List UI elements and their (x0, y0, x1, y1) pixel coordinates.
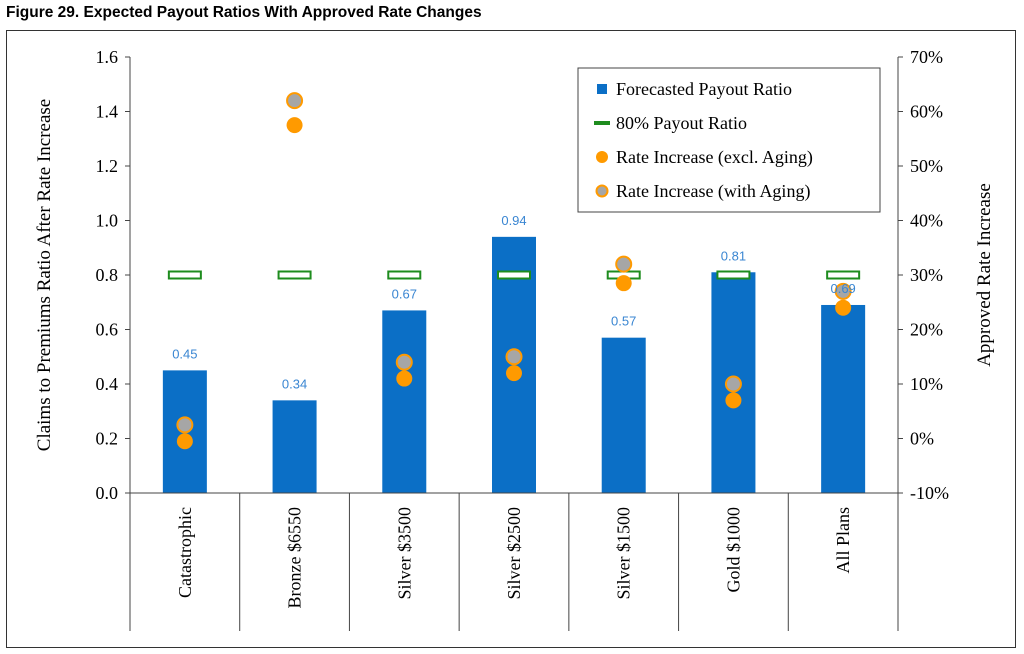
rate-with-dot (834, 282, 852, 300)
x-tick-label: Silver $2500 (504, 507, 524, 600)
target-marker (387, 270, 422, 280)
rate-with-dot (395, 353, 413, 371)
figure-title: Figure 29. Expected Payout Ratios With A… (6, 4, 482, 21)
chart-frame (6, 30, 1016, 648)
legend-target-swatch (594, 121, 610, 125)
left-tick-label: 0.8 (96, 265, 119, 285)
right-tick-label: -10% (910, 483, 949, 503)
left-tick-label: 1.6 (96, 47, 119, 67)
rate-with-dot (176, 416, 194, 434)
left-tick-label: 1.0 (96, 211, 119, 231)
right-tick-label: 40% (910, 211, 943, 231)
rate-with-dot (615, 255, 633, 273)
right-tick-label: 60% (910, 102, 943, 122)
bar-value-label: 0.69 (830, 281, 855, 296)
legend-box (577, 67, 881, 213)
rate-excl-dot (506, 365, 522, 382)
bar-value-label: 0.81 (721, 248, 746, 263)
right-tick-label: 0% (910, 429, 934, 449)
legend-entry-label: Rate Increase (with Aging) (616, 181, 810, 202)
target-marker (277, 270, 312, 280)
legend-entry-label: 80% Payout Ratio (616, 113, 747, 133)
target-marker (716, 270, 751, 280)
target-marker (167, 270, 202, 280)
legend-entry-label: Forecasted Payout Ratio (616, 79, 792, 99)
y2-axis-title: Approved Rate Increase (974, 183, 995, 367)
bar-value-label: 0.94 (501, 213, 526, 228)
left-tick-label: 1.2 (96, 156, 119, 176)
rate-excl-dot (615, 275, 632, 292)
left-tick-label: 0.6 (96, 320, 119, 340)
right-tick-label: 30% (910, 265, 943, 285)
bar-value-label: 0.45 (172, 346, 197, 361)
payout-bar (382, 310, 427, 493)
bar-value-label: 0.57 (611, 314, 636, 329)
right-tick-label: 50% (910, 156, 943, 176)
left-tick-label: 0.0 (96, 483, 119, 503)
x-tick-label: Gold $1000 (723, 507, 743, 593)
left-tick-label: 0.2 (96, 429, 119, 449)
y-axis-title: Claims to Premiums Ratio After Rate Incr… (34, 99, 55, 451)
x-tick-label: Bronze $6550 (285, 507, 305, 608)
x-tick-label: Catastrophic (175, 507, 195, 598)
rate-excl-dot (176, 433, 193, 450)
target-marker (497, 270, 531, 280)
right-tick-label: 70% (910, 47, 943, 67)
x-tick-label: Silver $3500 (394, 507, 414, 600)
rate-excl-dot (725, 392, 742, 409)
legend-rate-with-swatch (595, 184, 609, 198)
right-tick-label: 10% (910, 374, 943, 394)
bar-value-label: 0.34 (282, 376, 307, 391)
rate-excl-dot (396, 370, 413, 387)
rate-with-dot (505, 348, 523, 366)
x-tick-label: Silver $1500 (614, 507, 634, 600)
payout-bar (272, 400, 317, 493)
x-tick-label: All Plans (833, 507, 853, 574)
bar-value-label: 0.67 (392, 286, 417, 301)
legend-bar-swatch (597, 84, 607, 94)
legend-entry-label: Rate Increase (excl. Aging) (616, 147, 813, 168)
left-tick-label: 1.4 (96, 102, 119, 122)
rate-with-dot (724, 375, 742, 393)
rate-excl-dot (286, 117, 303, 134)
right-tick-label: 20% (910, 320, 943, 340)
target-marker (826, 270, 861, 280)
payout-bar (601, 337, 646, 493)
rate-with-dot (286, 92, 304, 110)
left-tick-label: 0.4 (96, 374, 119, 394)
legend-rate-excl-swatch (596, 151, 608, 163)
payout-bar (821, 304, 866, 493)
rate-excl-dot (835, 299, 852, 316)
